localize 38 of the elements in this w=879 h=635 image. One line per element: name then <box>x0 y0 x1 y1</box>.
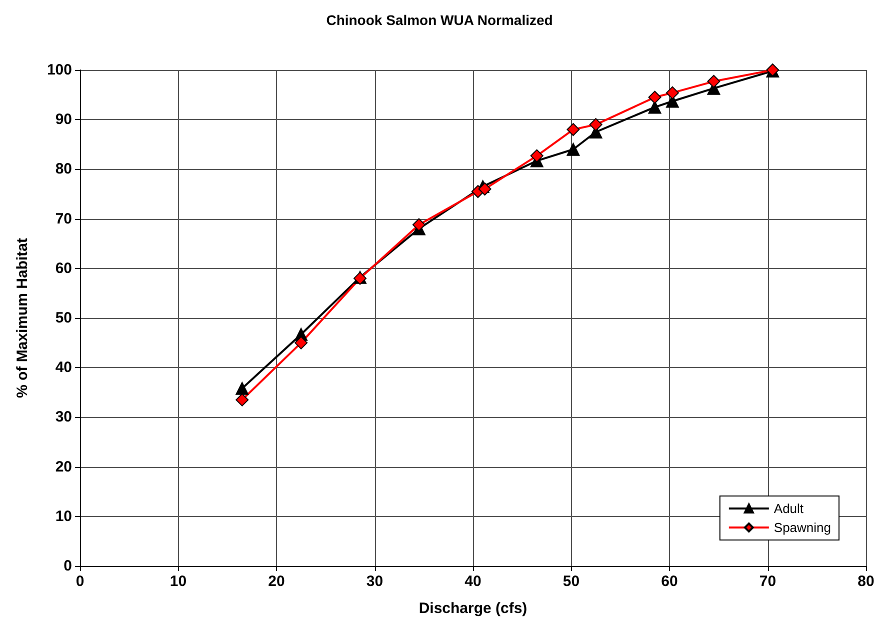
y-tick-label: 20 <box>55 458 72 476</box>
y-tick-label: 60 <box>55 260 72 277</box>
y-tick-label: 40 <box>55 359 72 376</box>
legend-label: Adult <box>774 501 804 516</box>
point <box>530 149 544 162</box>
y-tick-label: 90 <box>55 111 72 128</box>
y-tick-label: 70 <box>55 210 72 228</box>
y-tick-label: 80 <box>55 160 72 178</box>
x-tick-label: 40 <box>464 573 482 590</box>
point <box>648 90 662 104</box>
point <box>478 182 492 196</box>
point <box>566 123 580 136</box>
x-tick-label: 10 <box>170 573 187 590</box>
x-tick-label: 30 <box>366 573 384 590</box>
y-axis-title: % of Maximum Habitat <box>14 238 31 398</box>
point <box>294 336 308 350</box>
chart-title: Chinook Salmon WUA Normalized <box>326 12 553 28</box>
x-axis-title: Discharge (cfs) <box>418 600 528 617</box>
point <box>236 393 249 406</box>
x-tick-label: 60 <box>661 573 678 590</box>
y-tick-label: 100 <box>46 62 72 78</box>
legend-label: Spawning <box>774 520 832 535</box>
point <box>412 218 426 232</box>
point <box>666 86 679 100</box>
point <box>566 142 580 156</box>
y-tick-label: 30 <box>55 408 72 426</box>
point <box>707 74 720 88</box>
point <box>236 382 249 395</box>
point <box>589 118 602 132</box>
y-tick-label: 10 <box>55 508 72 525</box>
y-tick-label: 50 <box>55 310 72 326</box>
y-tick-label: 0 <box>64 558 72 574</box>
point <box>648 100 662 114</box>
x-tick-label: 70 <box>759 573 776 590</box>
x-tick-label: 50 <box>562 573 580 590</box>
x-tick-label: 20 <box>268 573 285 590</box>
x-tick-label: 80 <box>858 573 874 590</box>
x-tick-label: 0 <box>76 573 84 590</box>
